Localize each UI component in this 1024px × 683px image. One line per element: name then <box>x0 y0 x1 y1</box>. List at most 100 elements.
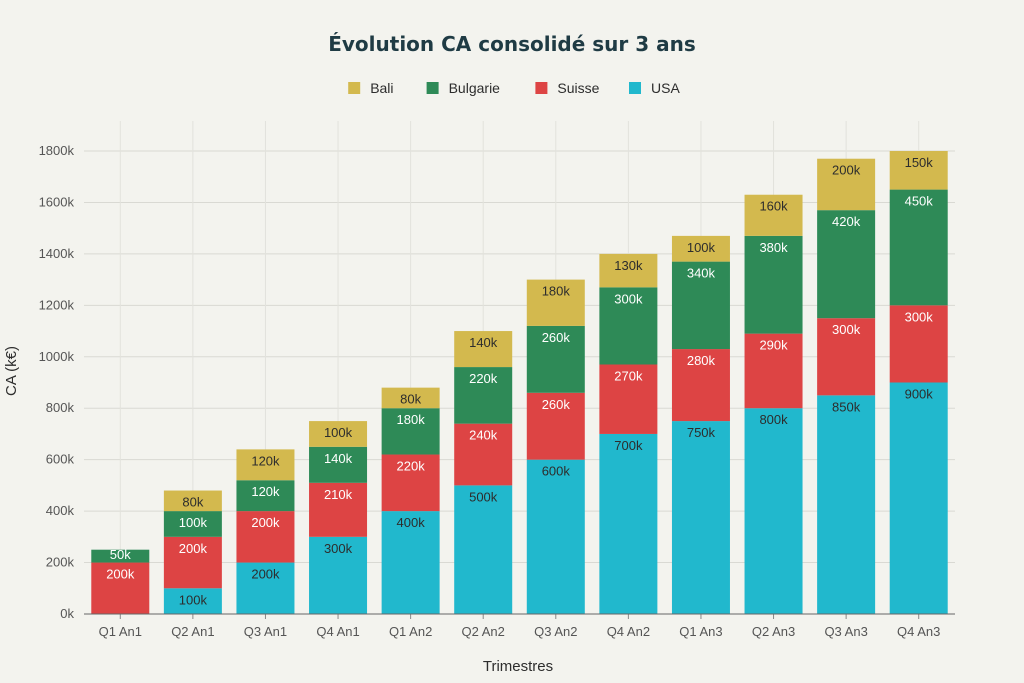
bar-value-label: 180k <box>397 412 426 427</box>
bar-segment-bulgarie <box>889 189 948 306</box>
bar-value-label: 220k <box>469 371 498 386</box>
bar-value-label: 850k <box>832 399 861 414</box>
bar-segment-suisse <box>163 536 222 589</box>
bar-value-label: 120k <box>251 453 280 468</box>
bar-value-label: 400k <box>397 515 426 530</box>
bar-segment-usa <box>454 485 513 614</box>
bar-value-label: 300k <box>832 322 861 337</box>
legend-swatch-bulgarie <box>426 82 439 94</box>
bar-segment-usa <box>381 511 440 614</box>
bar-segment-bulgarie <box>744 235 803 334</box>
bar-value-label: 220k <box>397 459 426 474</box>
bar-value-label: 700k <box>614 438 643 453</box>
x-tick-label: Q1 An3 <box>679 624 722 639</box>
bar-value-label: 260k <box>542 397 571 412</box>
y-tick-label: 600k <box>46 452 75 467</box>
x-tick-label: Q2 An2 <box>462 624 505 639</box>
bar-value-label: 300k <box>324 541 353 556</box>
bar-segment-bali <box>526 279 585 326</box>
bar-value-label: 420k <box>832 214 861 229</box>
bar-value-label: 120k <box>251 484 280 499</box>
bar-value-label: 80k <box>400 392 421 407</box>
bar-segment-suisse <box>744 333 803 409</box>
bar-segment-suisse <box>309 482 368 537</box>
bar-value-label: 200k <box>251 515 280 530</box>
y-tick-label: 1800k <box>39 143 75 158</box>
bar-value-label: 200k <box>251 567 280 582</box>
bar-segment-usa <box>526 459 585 614</box>
bar-value-label: 100k <box>179 515 208 530</box>
x-axis-label: Trimestres <box>483 658 553 675</box>
x-tick-label: Q4 An3 <box>897 624 940 639</box>
bar-value-label: 130k <box>614 258 643 273</box>
bar-value-label: 280k <box>687 353 716 368</box>
bar-segment-bali <box>381 387 440 409</box>
legend-label: Bali <box>370 80 393 96</box>
bar-segment-suisse <box>889 305 948 383</box>
bar-value-label: 500k <box>469 489 498 504</box>
bar-value-label: 80k <box>182 495 203 510</box>
bar-segment-suisse <box>236 511 295 563</box>
bar-value-label: 340k <box>687 266 716 281</box>
bar-value-label: 240k <box>469 428 498 443</box>
bar-value-label: 160k <box>759 199 788 214</box>
bar-segment-suisse <box>526 392 585 460</box>
bar-value-label: 300k <box>614 291 643 306</box>
bar-value-label: 290k <box>759 338 788 353</box>
bar-segment-usa <box>163 588 222 614</box>
y-tick-label: 0k <box>60 606 74 621</box>
bar-value-label: 210k <box>324 487 353 502</box>
bar-value-label: 260k <box>542 330 571 345</box>
bar-segment-usa <box>599 433 658 614</box>
bar-segment-suisse <box>817 318 876 396</box>
legend-label: Suisse <box>557 80 599 96</box>
bar-segment-bali <box>889 151 948 190</box>
bar-segment-bulgarie <box>163 511 222 537</box>
y-tick-label: 1200k <box>39 297 75 312</box>
bar-segment-bali <box>744 194 803 236</box>
bar-value-label: 100k <box>324 425 353 440</box>
bar-value-label: 300k <box>905 309 934 324</box>
bar-value-label: 140k <box>324 451 353 466</box>
bar-value-label: 450k <box>905 194 934 209</box>
bars <box>91 151 948 614</box>
bar-segment-bulgarie <box>526 325 585 393</box>
bar-segment-suisse <box>91 562 150 614</box>
bar-value-label: 180k <box>542 284 571 299</box>
bar-value-label: 200k <box>106 567 135 582</box>
x-tick-label: Q3 An1 <box>244 624 287 639</box>
x-tick-label: Q3 An3 <box>824 624 867 639</box>
chart-title: Évolution CA consolidé sur 3 ans <box>328 32 696 56</box>
bar-segment-bali <box>817 158 876 211</box>
x-tick-label: Q2 An3 <box>752 624 795 639</box>
bar-value-label: 140k <box>469 335 498 350</box>
bar-segment-bali <box>163 490 222 512</box>
bar-segment-suisse <box>381 454 440 512</box>
bar-segment-usa <box>236 562 295 614</box>
x-tick-label: Q3 An2 <box>534 624 577 639</box>
bar-value-label: 800k <box>759 412 788 427</box>
bar-segment-suisse <box>671 349 730 422</box>
y-tick-label: 1000k <box>39 349 75 364</box>
y-axis-label: CA (k€) <box>3 346 20 396</box>
y-tick-label: 1400k <box>39 246 75 261</box>
bar-segment-bulgarie <box>381 408 440 455</box>
x-tick-label: Q1 An2 <box>389 624 432 639</box>
y-tick-label: 1600k <box>39 194 75 209</box>
bar-segment-suisse <box>454 423 513 486</box>
bar-segment-usa <box>671 421 730 614</box>
bar-segment-usa <box>817 395 876 614</box>
bar-value-label: 100k <box>179 592 208 607</box>
legend-swatch-suisse <box>535 82 548 94</box>
bar-segment-bulgarie <box>599 287 658 365</box>
bar-segment-bali <box>599 253 658 288</box>
x-tick-label: Q4 An2 <box>607 624 650 639</box>
bar-segment-usa <box>309 536 368 614</box>
bar-segment-bali <box>309 421 368 447</box>
legend-label: Bulgarie <box>449 80 501 96</box>
bar-value-label: 380k <box>759 240 788 255</box>
x-axis: Q1 An1 Q2 An1 Q3 An1 Q4 An1 Q1 An2 Q2 An2 Q3 A… <box>84 613 955 639</box>
y-tick-label: 800k <box>46 400 75 415</box>
legend-swatch-bali <box>348 82 361 94</box>
